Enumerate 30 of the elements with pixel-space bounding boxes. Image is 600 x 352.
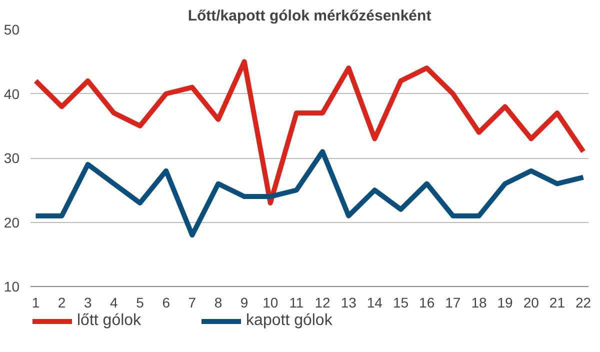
x-tick-label: 16 [419,294,435,310]
x-tick-label: 14 [366,294,383,310]
x-tick-label: 7 [188,294,196,310]
x-tick-label: 6 [162,294,170,310]
x-tick-label: 10 [262,294,278,310]
x-tick-label: 21 [549,294,566,310]
x-tick-label: 18 [471,294,487,310]
y-tick-label: 30 [4,150,20,166]
y-tick-label: 10 [4,278,20,294]
x-tick-label: 15 [392,294,409,310]
x-tick-label: 8 [214,294,222,310]
x-tick-label: 20 [523,294,540,310]
y-tick-label: 20 [4,214,20,230]
x-tick-label: 22 [576,294,592,310]
x-tick-label: 3 [84,294,92,310]
x-tick-label: 9 [240,294,248,310]
x-tick-label: 11 [289,294,304,310]
y-tick-label: 50 [4,22,20,38]
x-tick-label: 12 [314,294,331,310]
legend-label: kapott gólok [246,312,332,330]
legend-label: lőtt gólok [77,312,142,330]
x-tick-label: 13 [340,294,357,310]
x-tick-label: 17 [445,294,461,310]
x-tick-label: 4 [110,294,118,310]
x-tick-label: 5 [136,294,144,310]
chart-title: Lőtt/kapott gólok mérkőzésenként [188,8,432,24]
y-tick-label: 40 [4,86,20,102]
x-tick-label: 2 [58,294,66,310]
x-tick-label: 1 [32,294,40,310]
x-tick-label: 19 [497,294,514,310]
